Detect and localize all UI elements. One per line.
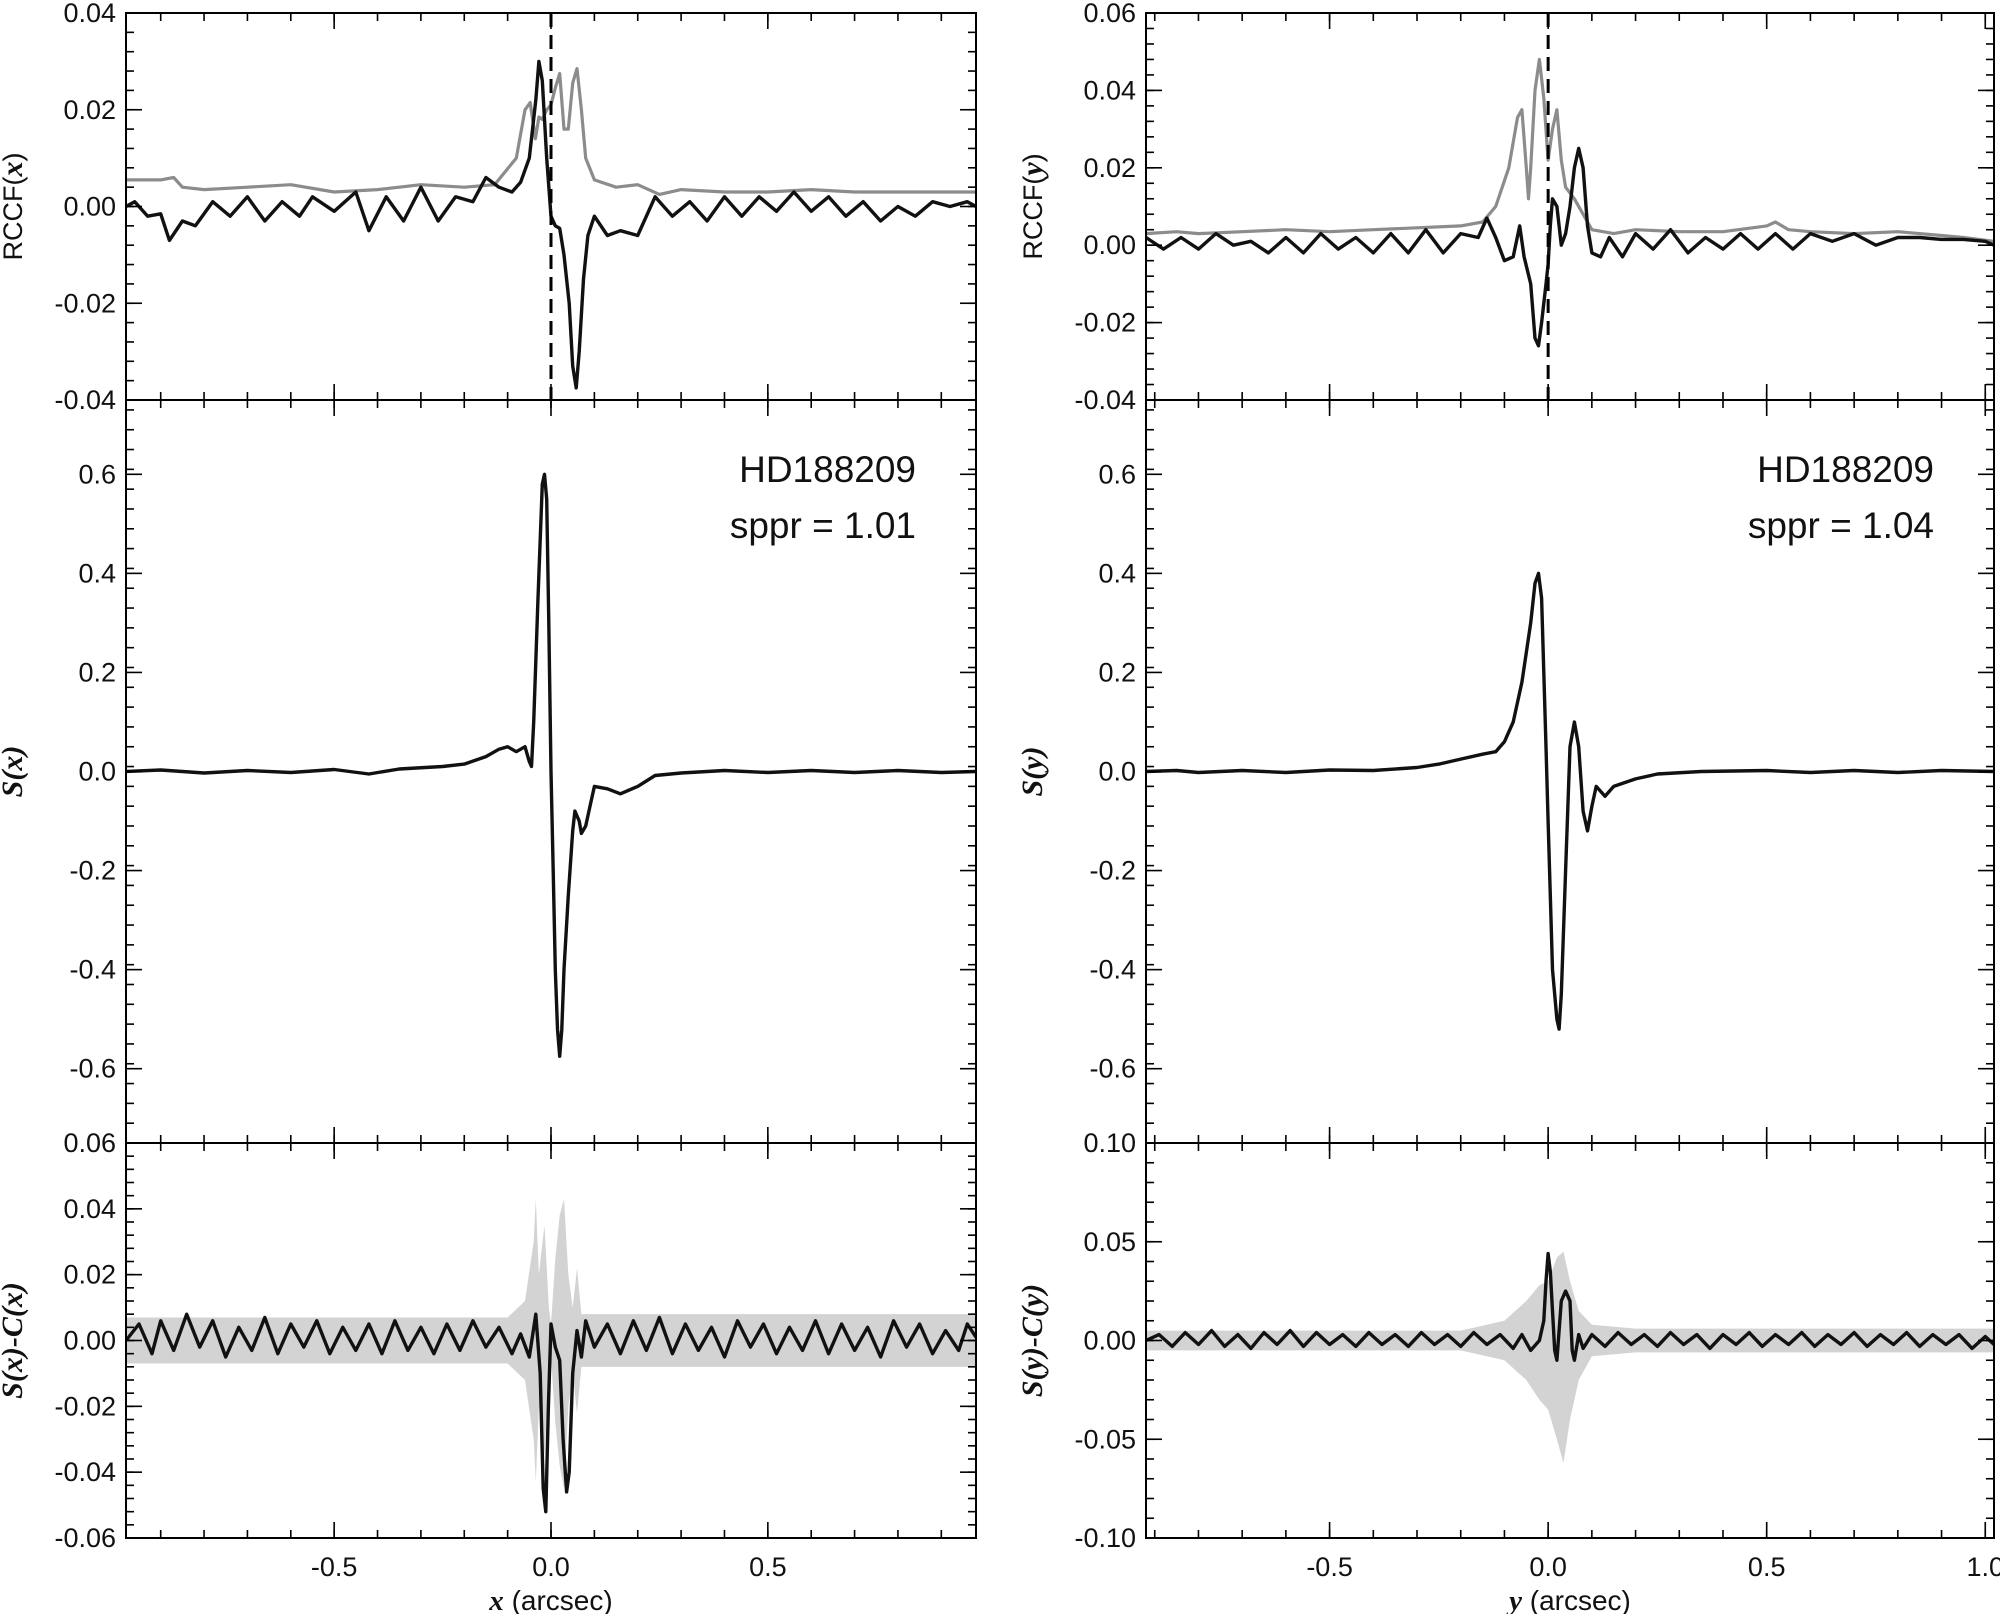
left-xtick-label: 0.0 <box>532 1552 570 1582</box>
right-signal-ytick-label: 0.2 <box>1098 657 1136 687</box>
right-panel: -0.04-0.020.000.020.040.06RCCF(y)-0.6-0.… <box>1016 0 2000 1614</box>
left-signal-ytick-label: 0.4 <box>78 558 116 588</box>
left-signal-ylabel-var: S(x) <box>0 746 29 798</box>
left-residual-ytick-label: 0.00 <box>63 1326 116 1356</box>
left-rccf-ylabel-var: x <box>0 162 29 178</box>
left-rccf-ytick-label: 0.02 <box>63 95 116 125</box>
left-signal-ytick-label: 0.6 <box>78 459 116 489</box>
right-signal-ytick-label: 0.4 <box>1098 558 1136 588</box>
left-rccf-ylabel: RCCF(x) <box>0 153 29 261</box>
left-rccf-ytick-label: 0.00 <box>63 192 116 222</box>
right-residual-subplot: -0.10 -0.05 0.00 0.05 0.10 S(y)-C(y) -0.5 0.0 0.… <box>1016 1128 2000 1614</box>
right-signal-ylabel: S(y) <box>1016 747 1049 797</box>
left-signal-ytick-label: -0.2 <box>69 856 116 886</box>
right-signal-ytick-label: 0.0 <box>1098 757 1136 787</box>
right-signal-subplot: -0.6 -0.4 -0.2 0.0 0.2 0.4 0.6 S(y) HD188209 sppr… <box>1016 399 1995 1144</box>
right-rccf-ytick-label: -0.04 <box>1074 385 1136 415</box>
left-rccf-ylabel-prefix: RCCF( <box>0 177 28 261</box>
right-annotation-line-2: sppr = 1.04 <box>1748 505 1934 546</box>
left-residual-series-1 <box>126 1312 976 1514</box>
left-annotation-line-1: HD188209 <box>739 449 916 490</box>
right-residual-ytick-label: -0.10 <box>1074 1523 1136 1553</box>
right-residual-series-1 <box>1146 1251 1994 1362</box>
left-residual-ylabel-var: S(x)-C(x) <box>0 1282 29 1399</box>
right-xtick-label: 1.0 <box>1966 1552 2000 1582</box>
left-residual-ytick-label: 0.06 <box>63 1128 116 1158</box>
right-xtick-label: 0.5 <box>1748 1552 1786 1582</box>
right-xlabel: y (arcsec) <box>1506 1585 1631 1614</box>
right-signal-ytick-label: -0.2 <box>1089 856 1136 886</box>
right-signal-ytick-label: -0.4 <box>1089 955 1136 985</box>
right-rccf-ylabel-prefix: RCCF( <box>1018 176 1048 260</box>
left-rccf-ytick-label: 0.04 <box>63 0 116 28</box>
right-residual-ylabel-var: S(y)-C(y) <box>1016 1284 1049 1397</box>
left-signal-series-1 <box>126 472 976 1058</box>
left-rccf-series-2 <box>126 59 976 390</box>
left-residual-ytick-label: -0.04 <box>54 1457 116 1487</box>
left-rccf-ytick-label: -0.02 <box>54 288 116 318</box>
right-residual-ylabel: S(y)-C(y) <box>1016 1284 1049 1397</box>
left-residual-ytick-label: -0.02 <box>54 1391 116 1421</box>
right-signal-ylabel-var: S(y) <box>1016 747 1049 797</box>
left-residual-ylabel: S(x)-C(x) <box>0 1282 29 1399</box>
right-rccf-subplot: -0.04 -0.02 0.00 0.02 0.04 0.06 RCCF(y) <box>1016 0 1995 415</box>
left-signal-ytick-label: -0.6 <box>69 1054 116 1084</box>
left-rccf-ylabel-suffix: ) <box>0 153 28 162</box>
left-signal-ytick-label: 0.2 <box>78 657 116 687</box>
right-xlabel-var: y <box>1506 1585 1522 1614</box>
left-signal-ylabel: S(x) <box>0 746 29 798</box>
right-rccf-ytick-label: 0.04 <box>1083 75 1136 105</box>
left-xtick-label: -0.5 <box>311 1552 358 1582</box>
right-signal-ytick-label: 0.6 <box>1098 459 1136 489</box>
left-xlabel-var: x <box>488 1585 504 1614</box>
left-panel: -0.04-0.020.000.020.04RCCF(x)-0.6-0.4-0.… <box>0 0 977 1614</box>
right-xtick-label: -0.5 <box>1306 1552 1353 1582</box>
left-xlabel-unit: (arcsec) <box>504 1585 613 1614</box>
right-rccf-ytick-label: 0.02 <box>1083 153 1136 183</box>
right-rccf-ylabel: RCCF(y) <box>1016 153 1049 259</box>
right-residual-ytick-label: 0.00 <box>1083 1326 1136 1356</box>
left-residual-ytick-label: -0.06 <box>54 1523 116 1553</box>
right-rccf-series-1 <box>1146 57 1994 243</box>
right-rccf-ytick-label: 0.06 <box>1083 0 1136 28</box>
left-annotation-line-2: sppr = 1.01 <box>730 505 916 546</box>
left-residual-ytick-label: 0.04 <box>63 1194 116 1224</box>
left-residual-ytick-label: 0.02 <box>63 1260 116 1290</box>
right-rccf-ytick-label: 0.00 <box>1083 230 1136 260</box>
left-signal-ytick-label: -0.4 <box>69 955 116 985</box>
right-rccf-ylabel-suffix: ) <box>1018 153 1048 162</box>
right-rccf-ylabel-var: y <box>1016 162 1049 179</box>
right-rccf-series-2 <box>1146 146 1994 348</box>
right-residual-ytick-label: 0.05 <box>1083 1227 1136 1257</box>
left-xlabel: x (arcsec) <box>488 1585 612 1614</box>
right-annotation-line-1: HD188209 <box>1757 449 1934 490</box>
right-xtick-label: 0.0 <box>1529 1552 1567 1582</box>
right-residual-ytick-label: 0.10 <box>1083 1128 1136 1158</box>
right-residual-error-band <box>1146 1251 1994 1463</box>
left-signal-ytick-label: 0.0 <box>78 757 116 787</box>
left-xtick-label: 0.5 <box>749 1552 787 1582</box>
left-rccf-series-1 <box>126 67 976 196</box>
left-signal-subplot: -0.6 -0.4 -0.2 0.0 0.2 0.4 0.6 S(x) HD188209 sppr… <box>0 399 977 1144</box>
left-rccf-ytick-label: -0.04 <box>54 385 116 415</box>
right-signal-series-1 <box>1146 571 1994 1031</box>
right-residual-ytick-label: -0.05 <box>1074 1424 1136 1454</box>
right-signal-ytick-label: -0.6 <box>1089 1054 1136 1084</box>
left-rccf-subplot: -0.04 -0.02 0.00 0.02 0.04 RCCF(x) <box>0 0 977 415</box>
right-rccf-ytick-label: -0.02 <box>1074 308 1136 338</box>
left-residual-subplot: -0.06 -0.04 -0.02 0.00 0.02 0.04 0.06 S(x)-C(x)… <box>0 1128 977 1614</box>
right-xlabel-unit: (arcsec) <box>1522 1585 1631 1614</box>
